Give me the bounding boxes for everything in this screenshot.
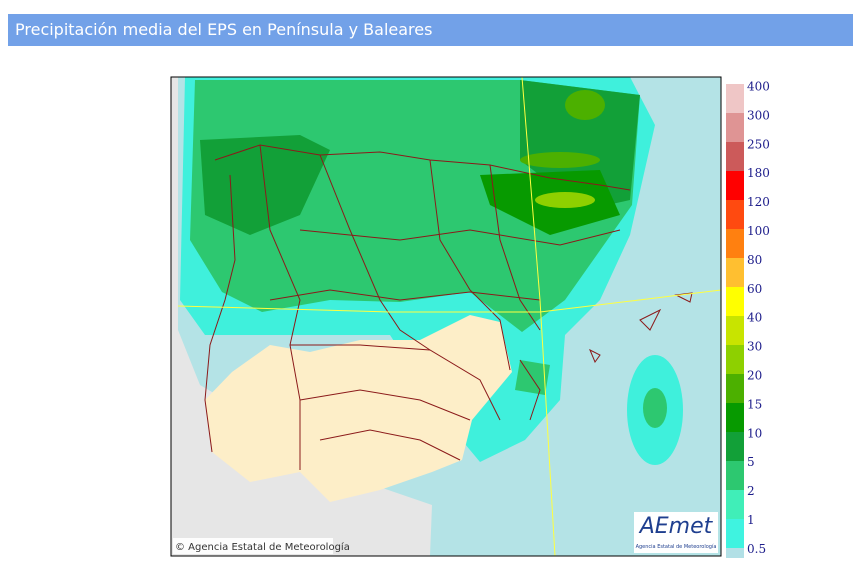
legend-swatch xyxy=(726,461,744,490)
legend-swatch xyxy=(726,374,744,403)
legend-label: 20 xyxy=(747,369,762,383)
legend-swatch xyxy=(726,229,744,258)
legend-label: 30 xyxy=(747,340,762,354)
logo-brand: AEmet xyxy=(638,514,714,539)
legend-label: 100 xyxy=(747,224,770,238)
legend-label: 5 xyxy=(747,455,755,469)
map-frame xyxy=(170,76,722,557)
legend-swatch xyxy=(726,432,744,461)
legend-label: 80 xyxy=(747,253,762,267)
legend-swatch xyxy=(726,200,744,229)
legend-label: 0.5 xyxy=(747,542,766,556)
legend-swatch xyxy=(726,287,744,316)
legend-swatch xyxy=(726,345,744,374)
legend-label: 120 xyxy=(747,195,770,209)
legend-label: 60 xyxy=(747,282,762,296)
legend-swatch xyxy=(726,171,744,200)
legend: 400 300 250 180 120 100 80 60 40 30 20 15 10 5 2 1 0.5 xyxy=(726,80,770,558)
legend-swatch xyxy=(726,142,744,171)
legend-label: 180 xyxy=(747,166,770,180)
legend-label: 40 xyxy=(747,311,762,325)
legend-label: 1 xyxy=(747,513,755,527)
map: © Agencia Estatal de Meteorología AEmet … xyxy=(171,77,721,556)
legend-label: 300 xyxy=(747,108,770,122)
legend-swatch xyxy=(726,403,744,432)
legend-base xyxy=(726,548,744,558)
legend-label: 15 xyxy=(747,397,762,411)
title-bar: Precipitación media del EPS en Península… xyxy=(8,14,853,46)
legend-swatch xyxy=(726,490,744,519)
legend-label: 10 xyxy=(747,426,762,440)
legend-swatch xyxy=(726,84,744,113)
legend-label: 400 xyxy=(747,80,770,94)
legend-swatch xyxy=(726,113,744,142)
credit: © Agencia Estatal de Meteorología xyxy=(175,541,350,553)
title: Precipitación media del EPS en Península… xyxy=(15,20,433,39)
legend-label: 2 xyxy=(747,484,755,498)
logo-caption: Agencia Estatal de Meteorología xyxy=(636,543,717,550)
legend-swatch xyxy=(726,316,744,345)
legend-swatch xyxy=(726,258,744,287)
borders xyxy=(204,144,693,470)
legend-swatch xyxy=(726,519,744,548)
legend-label: 250 xyxy=(747,137,770,151)
